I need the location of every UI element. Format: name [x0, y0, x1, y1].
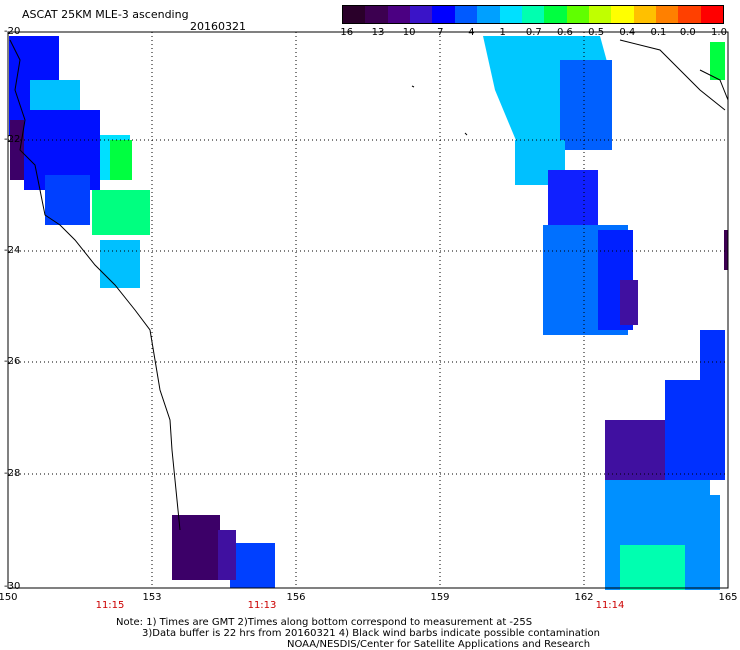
- color-swatch: [365, 6, 388, 23]
- color-scale-tick-label: -10: [399, 27, 416, 38]
- color-swatch: [499, 6, 522, 23]
- note-line-1: Note: 1) Times are GMT 2)Times along bot…: [116, 617, 533, 628]
- color-swatch: [521, 6, 545, 23]
- color-scale-tick-label: -0.1: [646, 27, 667, 38]
- lon-label: 159: [430, 592, 450, 603]
- color-scale-tick-label: -0.5: [584, 27, 605, 38]
- note-line-2: 3)Data buffer is 22 hrs from 20160321 4)…: [142, 628, 600, 639]
- lon-label: 150: [0, 592, 18, 603]
- data-swaths: [9, 36, 728, 590]
- lat-label: -22: [4, 134, 21, 145]
- pass-time-label: 11:14: [595, 600, 625, 611]
- color-scale-tick-label: -0.6: [553, 27, 573, 38]
- color-scale-tick-label: -16: [336, 27, 354, 38]
- color-swatch: [410, 6, 433, 23]
- lon-label: 153: [142, 592, 162, 603]
- color-swatch: [611, 6, 634, 23]
- color-scale-tick-label: -7: [433, 27, 444, 38]
- pass-time-label: 11:13: [247, 600, 277, 611]
- color-scale-tick-label: 1.0: [711, 27, 727, 38]
- color-scale-tick-label: -4: [464, 27, 475, 38]
- color-scale-tick-label: 0.0: [679, 27, 696, 38]
- pass-time-label: 11:15: [95, 600, 125, 611]
- color-swatch: [544, 6, 567, 23]
- chart-date: 20160321: [190, 20, 246, 33]
- lat-label: -20: [4, 26, 21, 37]
- color-swatch: [566, 6, 589, 23]
- lon-label: 165: [718, 592, 738, 603]
- color-swatch: [588, 6, 612, 23]
- plot-frame: [7, 31, 729, 589]
- chart-title: ASCAT 25KM MLE-3 ascending: [22, 8, 189, 21]
- lon-label: 156: [286, 592, 306, 603]
- lat-label: -24: [4, 245, 21, 256]
- lat-label: -26: [4, 356, 21, 367]
- color-scale-tick-label: -0.7: [522, 27, 542, 38]
- color-scale-tick-label: -1: [495, 27, 506, 38]
- color-swatch: [477, 6, 500, 23]
- note-line-3: NOAA/NESDIS/Center for Satellite Applica…: [287, 639, 591, 650]
- color-swatch: [656, 6, 679, 23]
- color-swatch: [678, 6, 701, 23]
- lat-label: -30: [4, 581, 21, 592]
- lon-label: 162: [574, 592, 594, 603]
- lat-label: -28: [4, 468, 21, 479]
- color-scale-tick-label: -0.4: [615, 27, 636, 38]
- color-swatch: [343, 6, 366, 23]
- color-swatch: [454, 6, 478, 23]
- color-swatch: [700, 6, 724, 23]
- coastline: [9, 39, 729, 531]
- color-swatch: [633, 6, 657, 23]
- color-scale-bar: [342, 5, 724, 24]
- color-swatch: [387, 6, 411, 23]
- color-scale-tick-label: -13: [367, 27, 385, 38]
- color-swatch: [432, 6, 455, 23]
- graticule: [8, 32, 728, 588]
